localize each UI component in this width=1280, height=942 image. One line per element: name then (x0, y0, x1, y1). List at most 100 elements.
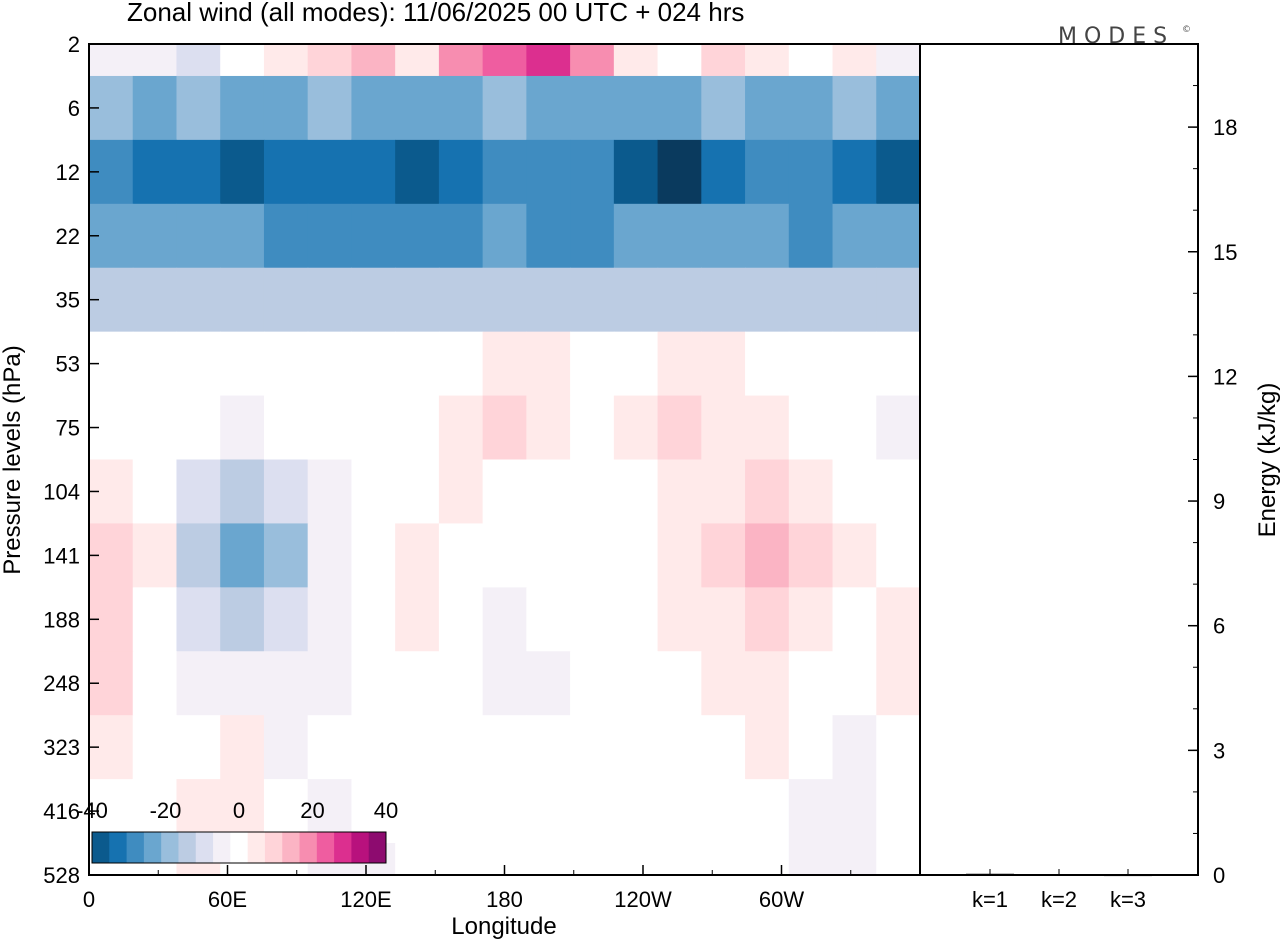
heatmap-cell (570, 44, 615, 77)
heatmap-cell (657, 779, 702, 844)
heatmap-cell (701, 139, 746, 205)
heatmap-cell (307, 523, 353, 588)
heatmap-cell (438, 267, 484, 333)
heatmap-cell (482, 44, 527, 77)
heatmap-cell (438, 331, 484, 397)
heatmap-cell (220, 395, 265, 461)
heatmap-cell (832, 587, 877, 652)
heatmap-cell (570, 715, 615, 780)
heatmap-cell (526, 75, 571, 141)
heatmap-cell (482, 75, 527, 141)
chart-title: Zonal wind (all modes): 11/06/2025 00 UT… (127, 0, 744, 27)
heatmap-cell (745, 139, 790, 205)
heatmap-cell (876, 587, 921, 652)
y-tick-label: 53 (56, 352, 80, 377)
heatmap-cell (701, 75, 746, 141)
colorbar-segment (161, 832, 179, 863)
y-tick-label: 141 (43, 543, 80, 568)
heatmap-cell (176, 651, 221, 716)
colorbar-segment (230, 832, 249, 863)
energy-tick-label: 0 (1213, 863, 1225, 888)
heatmap-cell (832, 651, 877, 716)
heatmap-cell (613, 267, 659, 333)
x-tick-label: 120W (614, 887, 672, 912)
heatmap-cell (613, 331, 659, 397)
heatmap-cell (176, 75, 221, 141)
colorbar-segment (143, 832, 162, 863)
heatmap-cell (657, 587, 702, 652)
heatmap-cell (395, 395, 440, 461)
colorbar-segment (282, 832, 301, 863)
heatmap-cell (482, 395, 527, 461)
heatmap-cell (220, 523, 265, 588)
heatmap-cell (132, 203, 178, 269)
heatmap-cell (570, 523, 615, 588)
heatmap-cell (876, 651, 921, 716)
heatmap-cell (351, 203, 396, 269)
colorbar: -40 -20 0 20 40 (76, 798, 398, 864)
x-tick-label: 60E (208, 887, 247, 912)
y-tick-label: 2 (68, 32, 80, 57)
heatmap-cell (351, 459, 396, 525)
heatmap-cell (263, 651, 309, 716)
heatmap-cell (176, 459, 221, 525)
energy-category-label: k=3 (1110, 887, 1146, 912)
heatmap-cell (307, 459, 353, 525)
heatmap-cell (132, 587, 178, 652)
heatmap-cell (176, 139, 221, 205)
y-tick-label: 323 (43, 735, 80, 760)
heatmap-cell (745, 779, 790, 844)
heatmap-cell (482, 523, 527, 588)
energy-category-label: k=1 (972, 887, 1008, 912)
colorbar-segment (126, 832, 145, 863)
heatmap-cell (788, 267, 834, 333)
heatmap-cell (526, 395, 571, 461)
energy-tick-label: 3 (1213, 738, 1225, 763)
heatmap-cell (307, 587, 353, 652)
heatmap-cell (263, 267, 309, 333)
heatmap-cell (745, 203, 790, 269)
heatmap-cell (263, 523, 309, 588)
heatmap-cell (657, 523, 702, 588)
heatmap-cell (657, 75, 702, 141)
heatmap-cell (876, 75, 921, 141)
heatmap-cell (570, 779, 615, 844)
x-tick-label: 120E (340, 887, 391, 912)
heatmap-cell (832, 843, 877, 876)
heatmap-cell (263, 331, 309, 397)
heatmap-cell (176, 523, 221, 588)
heatmap-cell (132, 395, 178, 461)
heatmap-cell (482, 203, 527, 269)
energy-tick-label: 12 (1213, 364, 1237, 389)
heatmap-cell (876, 523, 921, 588)
brand-mark: © (1182, 25, 1191, 35)
colorbar-segment (92, 832, 110, 863)
y-tick-label: 22 (56, 224, 80, 249)
x-tick-label: 60W (759, 887, 804, 912)
heatmap-cell (176, 587, 221, 652)
heatmap-cell (438, 843, 484, 876)
heatmap-cell (176, 203, 221, 269)
x-axis-title: Longitude (451, 913, 556, 940)
heatmap-cell (570, 75, 615, 141)
heatmap-cell (570, 203, 615, 269)
y-tick-label: 416 (43, 799, 80, 824)
heatmap-cell (307, 75, 353, 141)
heatmap-cell (832, 395, 877, 461)
heatmap-cell (570, 459, 615, 525)
heatmap-cell (307, 44, 353, 77)
heatmap-cell (176, 331, 221, 397)
heatmap-cell (613, 779, 659, 844)
heatmap-cell (876, 395, 921, 461)
heatmap-cell (788, 139, 834, 205)
colorbar-label: 20 (300, 798, 324, 823)
heatmap-cell (832, 267, 877, 333)
heatmap-cell (395, 843, 440, 876)
heatmap-cell (220, 331, 265, 397)
y-tick-label: 528 (43, 863, 80, 888)
heatmap-cell (351, 715, 396, 780)
heatmap-cell (526, 587, 571, 652)
heatmap-cell (876, 843, 921, 876)
heatmap-cell (482, 587, 527, 652)
